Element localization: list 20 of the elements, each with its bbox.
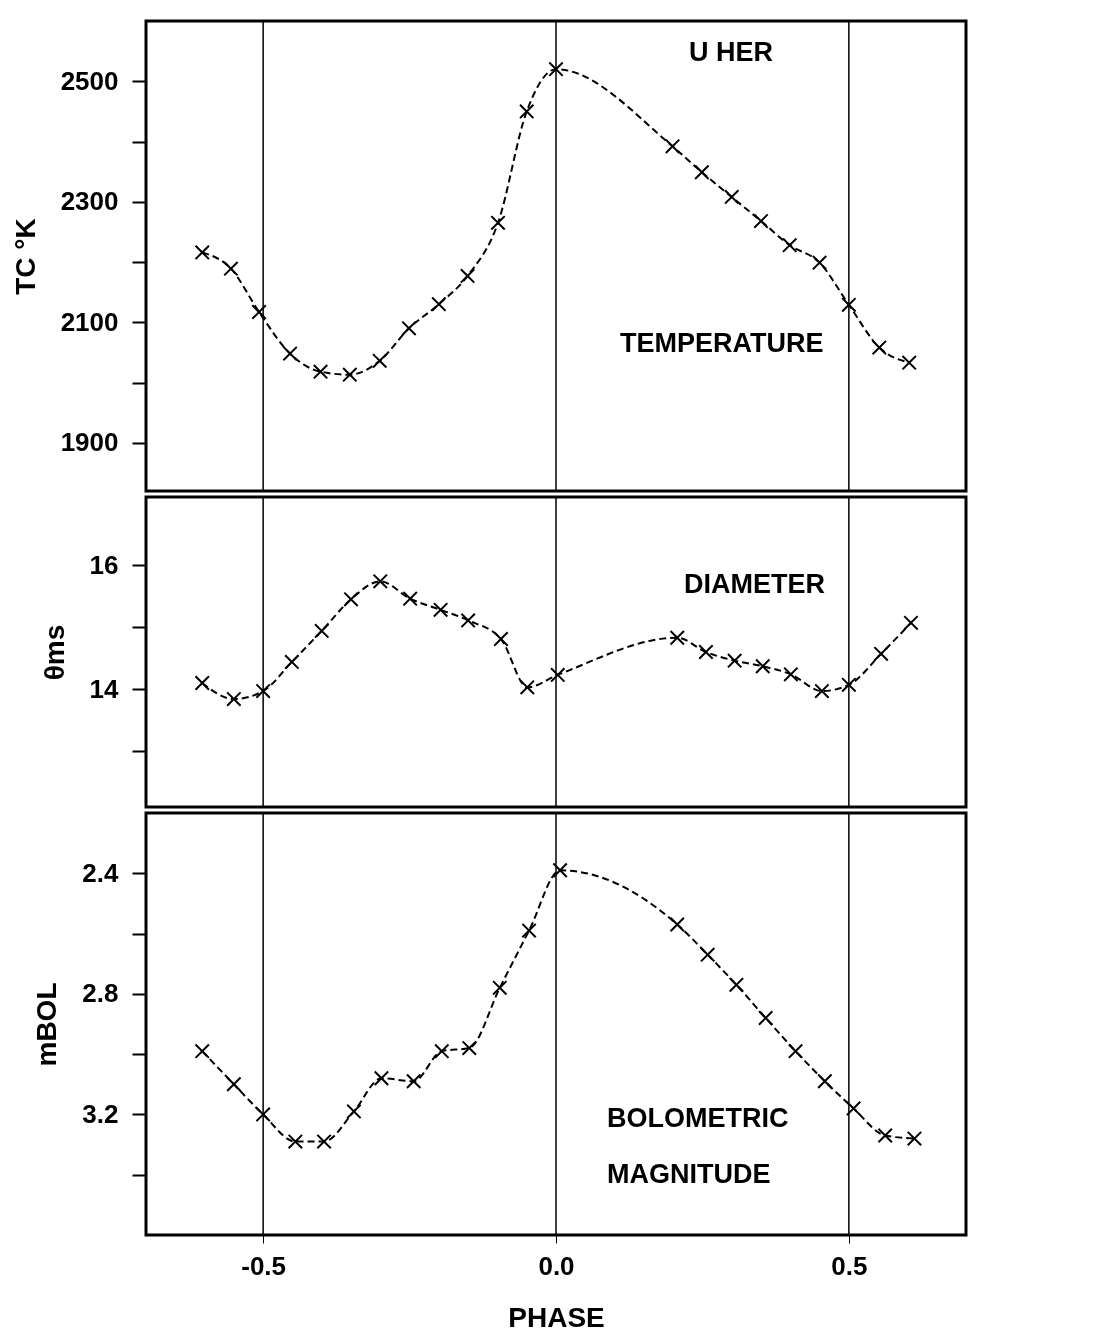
y-tick-label: 3.2: [82, 1098, 119, 1129]
x-tick-label: -0.5: [241, 1250, 287, 1281]
y-tick-label: 14: [89, 673, 120, 704]
annotation: U HER: [689, 37, 774, 67]
y-axis-title: TC °K: [9, 218, 41, 295]
annotation: TEMPERATURE: [620, 328, 824, 358]
y-tick-label: 2.4: [82, 857, 120, 888]
y-tick-label: 2.8: [82, 978, 119, 1009]
x-tick-label: 0.5: [831, 1250, 868, 1281]
x-tick-label: 0.0: [538, 1250, 575, 1281]
y-tick-label: 2300: [60, 186, 119, 217]
annotation: BOLOMETRIC MAGNITUDE: [607, 1103, 789, 1189]
y-axis-title: θms: [38, 624, 70, 681]
y-tick-label: 1900: [60, 427, 119, 458]
y-tick-label: 2100: [60, 306, 119, 337]
y-axis-title: mBOL: [31, 982, 63, 1067]
annotation: DIAMETER: [684, 569, 825, 599]
y-tick-label: 2500: [60, 65, 119, 96]
x-axis-title: PHASE: [508, 1301, 605, 1333]
y-tick-label: 16: [89, 549, 119, 580]
